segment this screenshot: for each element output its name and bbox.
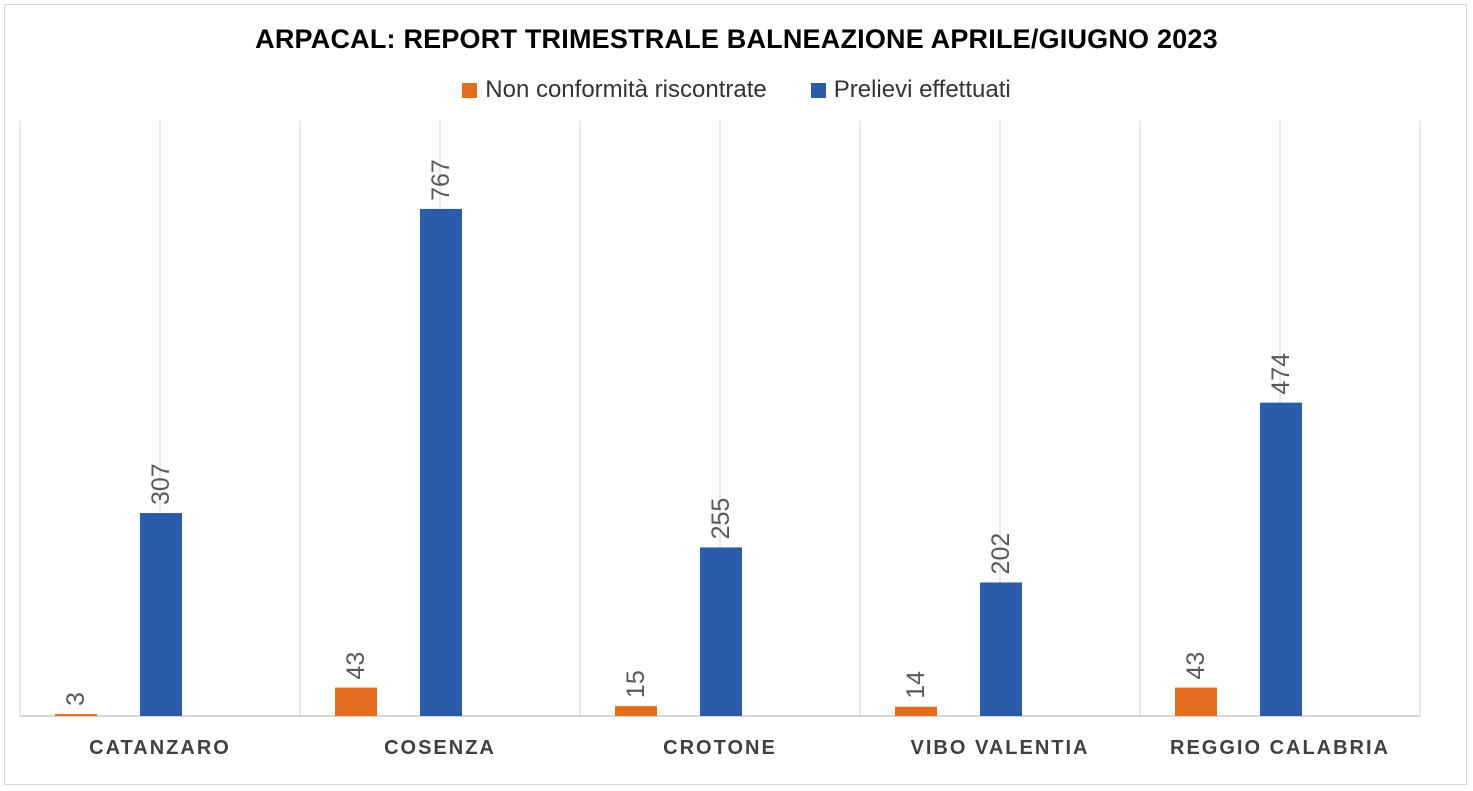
x-tick-label: CATANZARO — [89, 737, 231, 759]
data-label-prelievi: 255 — [707, 498, 735, 540]
data-label-prelievi: 307 — [147, 463, 175, 505]
bar-non-conformita — [895, 706, 937, 716]
legend-label-non-conformita: Non conformità riscontrate — [485, 76, 767, 103]
legend-item-prelievi: Prelievi effettuati — [810, 76, 1011, 104]
legend-swatch-prelievi — [810, 82, 826, 98]
data-label-non-conformita: 43 — [342, 652, 370, 680]
bar-prelievi — [140, 513, 182, 716]
bar-non-conformita — [615, 706, 657, 716]
bar-non-conformita — [55, 714, 97, 716]
bar-prelievi — [420, 208, 462, 716]
data-label-non-conformita: 14 — [902, 671, 930, 699]
data-label-prelievi: 202 — [987, 533, 1015, 575]
bar-prelievi — [980, 582, 1022, 716]
chart-legend: Non conformità riscontrate Prelievi effe… — [0, 76, 1473, 104]
legend-label-prelievi: Prelievi effettuati — [833, 76, 1011, 103]
data-label-prelievi: 474 — [1267, 353, 1295, 395]
bar-prelievi — [700, 547, 742, 716]
data-label-non-conformita: 3 — [62, 692, 90, 706]
data-label-prelievi: 767 — [427, 159, 455, 201]
x-tick-label: VIBO VALENTIA — [911, 737, 1090, 759]
legend-swatch-non-conformita — [462, 82, 478, 98]
bar-non-conformita — [335, 687, 377, 716]
bar-prelievi — [1260, 402, 1302, 716]
x-tick-label: COSENZA — [384, 737, 496, 759]
x-tick-label: CROTONE — [663, 737, 777, 759]
data-label-non-conformita: 15 — [622, 670, 650, 698]
chart-frame — [4, 4, 1467, 785]
legend-item-non-conformita: Non conformità riscontrate — [462, 76, 767, 104]
x-tick-label: REGGIO CALABRIA — [1170, 737, 1390, 759]
chart-title: ARPACAL: REPORT TRIMESTRALE BALNEAZIONE … — [255, 24, 1218, 54]
data-label-non-conformita: 43 — [1182, 652, 1210, 680]
bar-non-conformita — [1175, 687, 1217, 716]
